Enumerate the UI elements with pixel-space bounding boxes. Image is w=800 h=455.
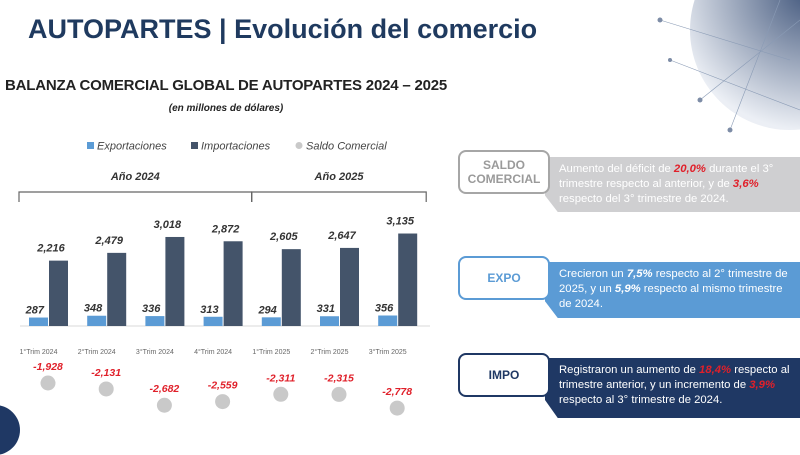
legend-swatch-balance bbox=[295, 142, 303, 149]
legend-imports: Importaciones bbox=[201, 141, 271, 153]
import-bar bbox=[340, 247, 359, 326]
x-tick-label: 1°Trim 2025 bbox=[252, 348, 290, 356]
page-title: AUTOPARTES | Evolución del comercio bbox=[28, 14, 538, 44]
import-value-label: 3,135 bbox=[386, 216, 414, 228]
x-tick-label: 3°Trim 2025 bbox=[369, 348, 407, 356]
saldo-highlight-2: 3,6% bbox=[732, 178, 759, 190]
balance-dot bbox=[98, 381, 114, 397]
expo-highlight-1: 7,5% bbox=[626, 268, 653, 280]
export-value-label: 348 bbox=[84, 303, 103, 315]
balance-value-label: -2,778 bbox=[382, 386, 412, 398]
balance-value-label: -2,311 bbox=[266, 372, 295, 384]
year-bracket bbox=[251, 191, 427, 202]
import-bar bbox=[398, 233, 418, 326]
legend-balance: Saldo Comercial bbox=[306, 141, 387, 153]
export-bar bbox=[203, 316, 223, 326]
legend: Exportaciones Importaciones Saldo Comerc… bbox=[87, 141, 387, 153]
export-bar bbox=[145, 316, 165, 326]
x-tick-label: 4°Trim 2024 bbox=[194, 348, 232, 356]
impo-highlight-1: 18,4% bbox=[699, 364, 732, 376]
expo-text-2: respecto al 2° trimestre de 2025, y un bbox=[559, 268, 788, 295]
balance-dot bbox=[40, 375, 56, 391]
impo-text-1: Registraron un aumento de bbox=[559, 364, 700, 376]
balance-dot bbox=[273, 386, 289, 402]
x-tick-label: 3°Trim 2024 bbox=[136, 348, 174, 356]
import-value-label: 2,479 bbox=[94, 235, 123, 247]
balance-value-label: -2,559 bbox=[208, 380, 238, 392]
balance-value-label: -2,682 bbox=[150, 383, 180, 395]
expo-text-1: Crecieron un bbox=[559, 268, 627, 280]
export-value-label: 294 bbox=[257, 304, 276, 316]
year-group-label: Año 2024 bbox=[110, 171, 160, 183]
saldo-text-2: durante el 3° trimestre respecto al ante… bbox=[559, 163, 774, 190]
export-bar bbox=[378, 315, 398, 326]
expo-tag: EXPO bbox=[458, 256, 550, 300]
year-bracket bbox=[18, 191, 253, 202]
impo-panel: Registraron un aumento de 18,4% respecto… bbox=[545, 358, 800, 418]
impo-text-2: respecto al trimestre anterior, y un inc… bbox=[559, 364, 790, 391]
import-value-label: 3,018 bbox=[154, 219, 182, 231]
saldo-text-1: Aumento del déficit de bbox=[559, 163, 674, 175]
trade-balance-chart: Exportaciones Importaciones Saldo Comerc… bbox=[18, 141, 430, 416]
balance-value-label: -2,131 bbox=[91, 367, 121, 379]
legend-exports: Exportaciones bbox=[97, 141, 167, 153]
chart-title: BALANZA COMERCIAL GLOBAL DE AUTOPARTES 2… bbox=[4, 77, 448, 94]
import-value-label: 2,216 bbox=[36, 243, 65, 255]
export-value-label: 356 bbox=[375, 302, 394, 314]
import-bar bbox=[165, 236, 185, 326]
expo-text-3: respecto al mismo trimestre de 2024. bbox=[559, 283, 783, 310]
impo-text-3: respecto al 3° trimestre de 2024. bbox=[559, 394, 723, 406]
balance-value-label: -1,928 bbox=[33, 361, 63, 373]
saldo-panel: Aumento del déficit de 20,0% durante el … bbox=[545, 157, 800, 212]
legend-swatch-exports bbox=[87, 142, 94, 149]
export-value-label: 331 bbox=[317, 303, 335, 315]
saldo-text-3: respecto del 3° trimestre de 2024. bbox=[559, 193, 729, 205]
import-value-label: 2,872 bbox=[211, 223, 240, 235]
balance-dot bbox=[389, 400, 405, 416]
expo-highlight-2: 5,9% bbox=[614, 283, 641, 295]
export-bar bbox=[261, 317, 281, 326]
balance-dot bbox=[156, 397, 172, 413]
balance-value-label: -2,315 bbox=[324, 372, 354, 384]
export-bar bbox=[87, 315, 107, 326]
year-group-label: Año 2025 bbox=[314, 171, 365, 183]
x-tick-label: 2°Trim 2025 bbox=[311, 348, 349, 356]
impo-tag: IMPO bbox=[458, 353, 550, 397]
import-bar bbox=[281, 249, 301, 326]
impo-highlight-2: 3,9% bbox=[749, 379, 775, 391]
x-tick-label: 1°Trim 2024 bbox=[20, 348, 58, 356]
expo-panel: Crecieron un 7,5% respecto al 2° trimest… bbox=[545, 262, 800, 318]
legend-swatch-imports bbox=[191, 142, 198, 149]
export-value-label: 313 bbox=[200, 304, 218, 316]
import-bar bbox=[107, 252, 127, 326]
export-bar bbox=[320, 316, 339, 326]
balance-dot bbox=[215, 394, 231, 410]
export-value-label: 287 bbox=[25, 305, 45, 317]
export-value-label: 336 bbox=[142, 303, 161, 315]
saldo-highlight-1: 20,0% bbox=[673, 163, 706, 175]
globe-network-decoration bbox=[657, 0, 800, 133]
import-value-label: 2,647 bbox=[327, 230, 356, 242]
import-value-label: 2,605 bbox=[269, 231, 298, 243]
import-bar bbox=[49, 260, 68, 326]
balance-dot bbox=[331, 386, 347, 402]
x-tick-label: 2°Trim 2024 bbox=[78, 348, 116, 356]
import-bar bbox=[223, 241, 243, 326]
export-bar bbox=[29, 317, 48, 326]
chart-subtitle: (en millones de dólares) bbox=[168, 103, 284, 114]
saldo-tag: SALDO COMERCIAL bbox=[458, 150, 550, 194]
